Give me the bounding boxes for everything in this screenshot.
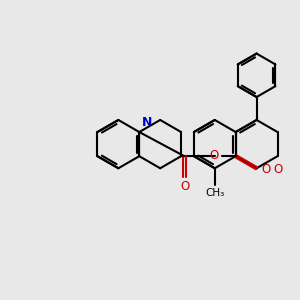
Text: O: O	[209, 149, 219, 162]
Text: O: O	[273, 163, 282, 176]
Text: N: N	[142, 116, 153, 128]
Text: O: O	[180, 180, 190, 193]
Text: CH₃: CH₃	[206, 188, 225, 197]
Text: O: O	[261, 163, 270, 176]
